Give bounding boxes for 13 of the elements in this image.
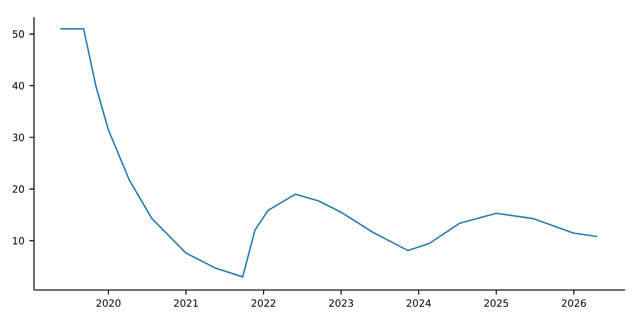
x-tick-label: 2026	[562, 299, 586, 307]
x-tick-label: 2025	[484, 299, 508, 307]
x-tick-label: 2022	[252, 299, 276, 307]
x-tick-label: 2021	[174, 299, 198, 307]
x-tick-label: 2024	[406, 299, 431, 307]
y-tick-label: 40	[12, 82, 24, 90]
y-tick-label: 10	[13, 236, 24, 244]
y-tick-label: 20	[12, 185, 24, 193]
x-tick-label: 2023	[329, 299, 354, 307]
x-tick-label: 2020	[96, 299, 120, 307]
line-series	[60, 28, 598, 278]
y-tick-label: 30	[12, 134, 24, 142]
y-tick-label: 50	[12, 30, 24, 38]
